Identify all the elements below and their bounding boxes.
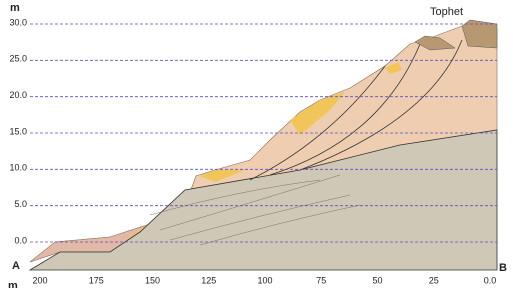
start-label: A: [12, 260, 20, 272]
x-unit: m: [8, 280, 18, 288]
x-tick-label: 125: [201, 275, 216, 285]
x-tick-label: 200: [32, 275, 47, 285]
x-tick-label: 100: [257, 275, 272, 285]
y-unit: m: [10, 2, 20, 14]
y-tick-label: 0.0: [14, 235, 27, 245]
x-tick-label: 75: [316, 275, 326, 285]
y-tick-label: 5.0: [14, 199, 27, 209]
end-label: B: [499, 262, 507, 274]
y-tick-label: 10.0: [9, 163, 27, 173]
x-tick-label: 0.0: [484, 275, 497, 285]
y-tick-label: 25.0: [9, 54, 27, 64]
x-tick-label: 50: [372, 275, 382, 285]
y-tick-label: 30.0: [9, 17, 27, 27]
cross-section: m m A B Tophet 30.0 25.0 20.0 15.0 10.0 5.0 0.…: [0, 0, 513, 288]
x-tick-label: 150: [145, 275, 160, 285]
site-label: Tophet: [430, 6, 463, 18]
x-tick-label: 175: [89, 275, 104, 285]
y-tick-label: 15.0: [9, 126, 27, 136]
x-tick-label: 25: [429, 275, 439, 285]
y-tick-label: 20.0: [9, 90, 27, 100]
